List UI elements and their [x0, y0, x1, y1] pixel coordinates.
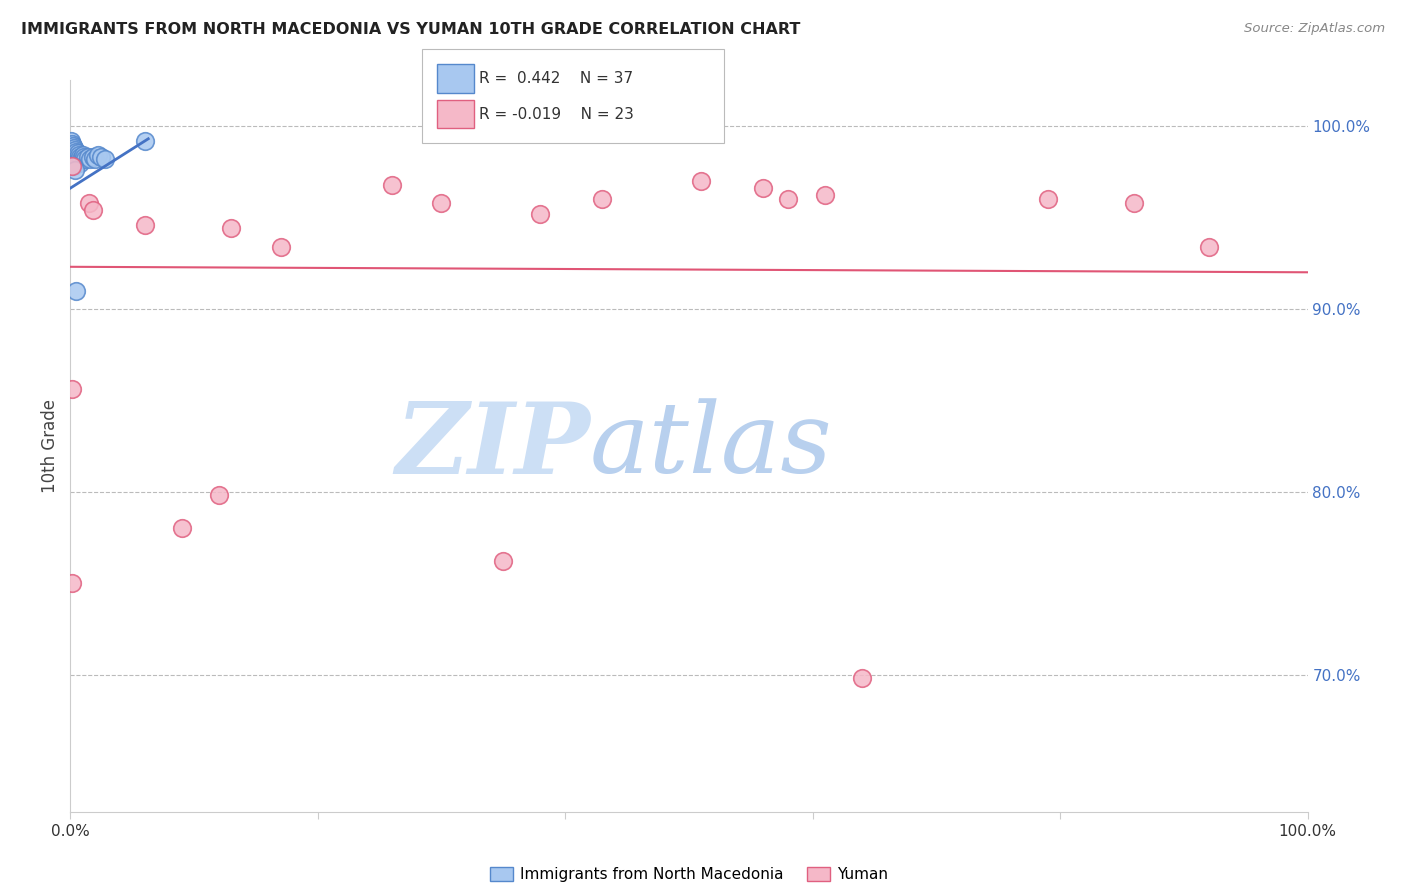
Point — [65, 284, 87, 298]
Point — [76, 150, 98, 164]
Point — [63, 148, 86, 162]
Point — [60, 576, 83, 591]
Point — [270, 240, 292, 254]
Point — [170, 521, 193, 535]
Point — [134, 134, 156, 148]
Point — [62, 145, 84, 159]
Point — [60, 159, 83, 173]
Point — [86, 148, 108, 162]
Point — [62, 146, 84, 161]
Point — [62, 153, 84, 168]
Point — [63, 141, 86, 155]
Point — [1123, 195, 1146, 210]
Point — [1198, 240, 1220, 254]
Point — [65, 157, 87, 171]
Point — [60, 137, 83, 152]
Point — [67, 153, 90, 168]
Text: Source: ZipAtlas.com: Source: ZipAtlas.com — [1244, 22, 1385, 36]
Point — [65, 162, 87, 177]
Text: IMMIGRANTS FROM NORTH MACEDONIA VS YUMAN 10TH GRADE CORRELATION CHART: IMMIGRANTS FROM NORTH MACEDONIA VS YUMAN… — [21, 22, 800, 37]
Point — [66, 146, 89, 161]
Point — [851, 671, 873, 685]
Point — [62, 139, 84, 153]
Point — [90, 150, 112, 164]
Point — [219, 221, 242, 235]
Point — [591, 192, 613, 206]
Point — [65, 150, 87, 164]
Point — [1036, 192, 1059, 206]
Legend: Immigrants from North Macedonia, Yuman: Immigrants from North Macedonia, Yuman — [484, 861, 894, 888]
Point — [62, 159, 84, 173]
Point — [75, 152, 97, 166]
Text: ZIP: ZIP — [395, 398, 591, 494]
Text: R =  0.442    N = 37: R = 0.442 N = 37 — [479, 71, 634, 86]
Point — [70, 152, 93, 166]
Point — [381, 178, 404, 192]
Point — [529, 207, 551, 221]
Text: R = -0.019    N = 23: R = -0.019 N = 23 — [479, 107, 634, 121]
Point — [134, 218, 156, 232]
Point — [72, 148, 94, 162]
Point — [73, 150, 96, 164]
Point — [69, 155, 91, 169]
Point — [94, 152, 117, 166]
Point — [60, 134, 83, 148]
Point — [84, 152, 107, 166]
Point — [690, 174, 713, 188]
Point — [82, 150, 104, 164]
Point — [67, 148, 90, 162]
Point — [752, 181, 775, 195]
Point — [69, 150, 91, 164]
Point — [77, 195, 100, 210]
Point — [492, 554, 515, 568]
Point — [65, 145, 87, 159]
Point — [60, 382, 83, 396]
Y-axis label: 10th Grade: 10th Grade — [41, 399, 59, 493]
Point — [82, 203, 104, 218]
Point — [60, 148, 83, 162]
Point — [63, 155, 86, 169]
Text: atlas: atlas — [591, 399, 832, 493]
Point — [65, 143, 87, 157]
Point — [79, 152, 101, 166]
Point — [776, 192, 799, 206]
Point — [62, 152, 84, 166]
Point — [430, 195, 453, 210]
Point — [60, 141, 83, 155]
Point — [814, 188, 837, 202]
Point — [66, 152, 89, 166]
Point — [208, 488, 231, 502]
